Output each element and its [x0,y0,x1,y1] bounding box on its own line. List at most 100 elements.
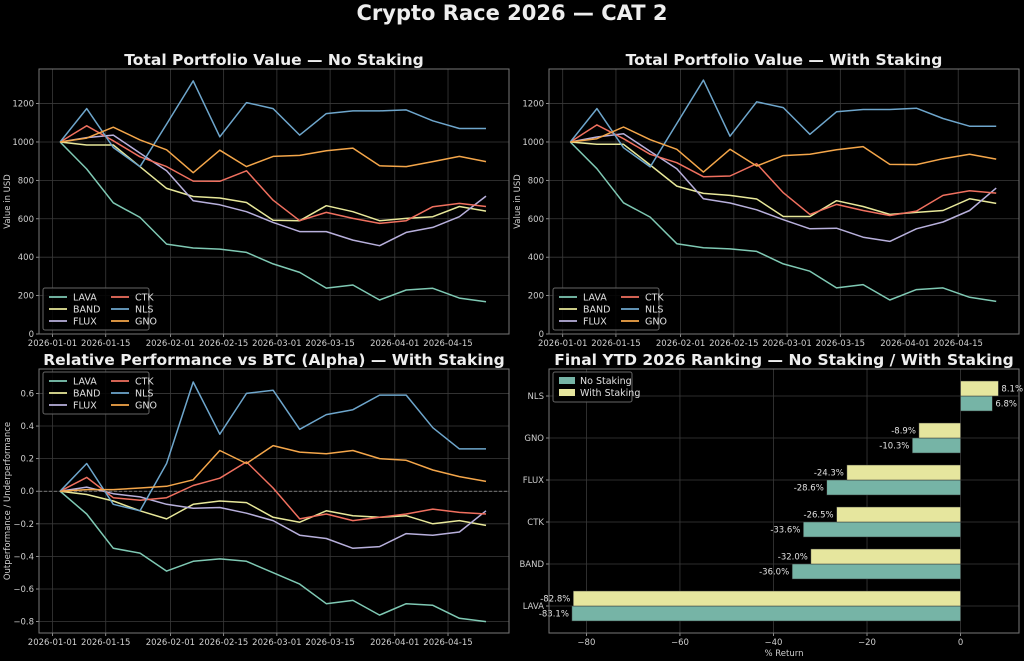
x-tick-label: 2026-01-15 [81,638,130,648]
x-tick-label: 2026-03-15 [305,638,354,648]
bar-chart-3: Final YTD 2026 Ranking — No Staking / Wi… [519,351,1023,659]
chart-title: Total Portfolio Value — No Staking [124,51,423,69]
figure-title: Crypto Race 2026 — CAT 2 [356,1,668,25]
series-line-nls [59,80,486,168]
x-tick-label: 2026-03-01 [762,339,811,349]
x-tick-label: 2026-02-15 [199,339,248,349]
x-tick-label: 0 [958,638,963,648]
y-tick-label: 1200 [12,100,34,110]
y-tick-label: 800 [528,176,544,186]
bar-value-label: -24.3% [814,469,844,479]
series-line-nls [59,381,486,512]
bar-value-label: -82.8% [540,595,570,605]
bar-with-staking-lava [573,590,961,607]
y-tick-label: 1000 [522,138,544,148]
bar-value-label: -28.6% [794,484,824,494]
y-tick-label: 800 [18,176,34,186]
legend-label-flux: FLUX [583,317,607,328]
bar-with-staking-band [810,548,961,565]
series-line-ctk [59,125,487,225]
series-line-ctk [59,461,487,522]
x-tick-label: 2026-01-15 [591,339,640,349]
y-tick-label: 0.0 [20,487,34,497]
line-chart-2: Relative Performance vs BTC (Alpha) — Wi… [3,351,510,648]
legend-label-nls: NLS [645,305,663,316]
series-line-flux [59,486,487,550]
bar-value-label: 6.8% [995,400,1017,410]
y-tick-label: FLUX [523,476,544,486]
x-tick-label: −80 [577,638,595,648]
legend-label-band: BAND [73,305,100,316]
series-line-gno [570,126,997,173]
y-tick-label: 400 [528,253,544,263]
x-tick-label: 2026-03-01 [252,339,301,349]
legend-box [42,371,150,415]
series-line-band [60,490,487,527]
series-line-lava [59,490,487,623]
y-axis-label: Outperformance / Underperformance [3,422,13,580]
legend-label-no-staking: No Staking [580,376,632,387]
plot-frame [38,368,510,634]
legend-label-flux: FLUX [73,317,97,328]
y-tick-label: BAND [519,560,544,570]
x-tick-label: 2026-03-15 [305,339,354,349]
series-line-flux [59,134,487,247]
y-tick-label: 0 [539,330,544,340]
legend-label-nls: NLS [135,305,153,316]
x-tick-label: 2026-02-01 [146,638,195,648]
bar-value-label: -32.0% [778,553,808,563]
x-tick-label: −20 [858,638,876,648]
legend-label-lava: LAVA [73,377,97,388]
legend-box [552,287,660,331]
y-tick-label: 200 [18,292,34,302]
y-tick-label: 600 [528,215,544,225]
bar-no-staking-gno [912,437,961,454]
y-tick-label: 200 [528,292,544,302]
x-tick-label: 2026-04-01 [370,638,419,648]
bar-with-staking-ctk [836,506,961,523]
legend-label-gno: GNO [135,317,157,328]
y-axis-label: Value in USD [3,174,13,229]
x-tick-label: 2026-01-01 [538,339,587,349]
bar-with-staking-nls [960,380,999,397]
bar-value-label: -26.5% [804,511,834,521]
legend-label-band: BAND [583,305,610,316]
y-tick-label: 0 [29,330,34,340]
series-line-lava [569,141,997,303]
plot-frame [548,68,1020,335]
legend-label-with-staking: With Staking [580,388,640,399]
x-tick-label: 2026-02-01 [146,339,195,349]
line-chart-0: Total Portfolio Value — No Staking 0 200 40… [3,51,510,349]
y-tick-label: 0.4 [20,422,34,432]
y-tick-label: LAVA [523,602,544,612]
series-line-gno [60,444,487,492]
legend-label-lava: LAVA [583,293,607,304]
x-tick-label: 2026-04-15 [423,638,472,648]
x-tick-label: 2026-04-01 [370,339,419,349]
plot-frame [38,68,510,335]
legend-swatch-with-staking [559,389,575,396]
series-line-band [570,141,997,218]
x-tick-label: 2026-02-15 [709,339,758,349]
bar-no-staking-flux [826,479,961,496]
legend-label-ctk: CTK [645,293,664,304]
legend-swatch-no-staking [559,377,575,384]
x-tick-label: −40 [765,638,783,648]
y-tick-label: −0.4 [13,552,34,562]
bar-with-staking-gno [918,422,961,439]
x-tick-label: 2026-03-01 [252,638,301,648]
chart-title: Total Portfolio Value — With Staking [626,51,943,69]
bar-no-staking-band [791,563,961,580]
series-line-gno [59,126,487,174]
plot-frame [548,368,1020,634]
y-tick-label: GNO [524,434,544,444]
x-tick-label: 2026-03-15 [816,339,865,349]
y-tick-label: CTK [527,518,544,528]
y-tick-label: 1200 [522,100,544,110]
bar-value-label: -36.0% [759,568,789,578]
